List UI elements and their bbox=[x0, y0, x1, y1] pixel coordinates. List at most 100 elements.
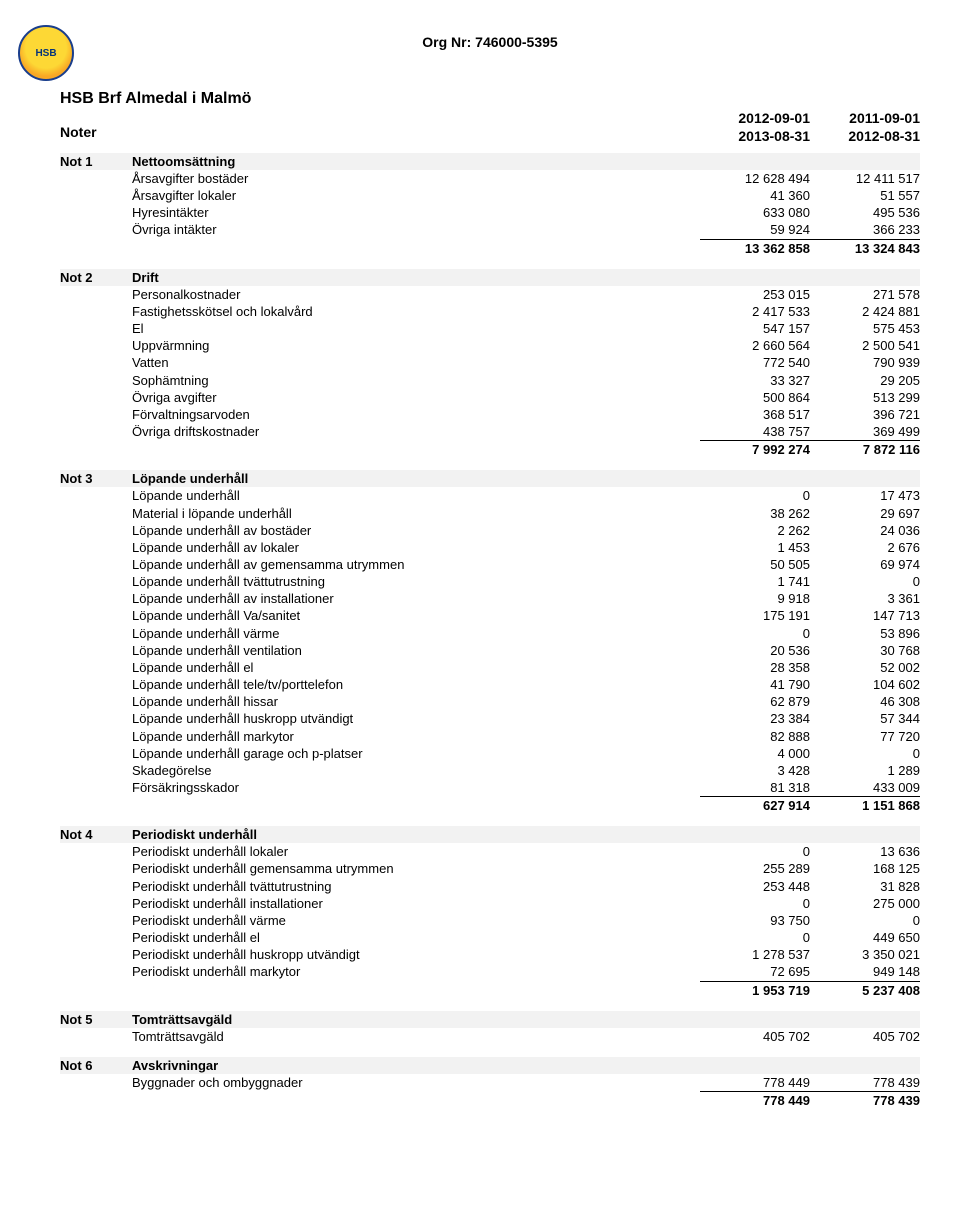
note-id: Not 6 bbox=[60, 1058, 132, 1073]
total-row: 778 449778 439 bbox=[60, 1091, 920, 1109]
row-value-2: 433 009 bbox=[810, 779, 920, 796]
note-title: Nettoomsättning bbox=[132, 154, 920, 169]
row-value-1: 9 918 bbox=[700, 590, 810, 607]
period-1: 2012-09-01 2013-08-31 bbox=[700, 110, 810, 145]
row-value-2: 495 536 bbox=[810, 204, 920, 221]
note-header: Not 4Periodiskt underhåll bbox=[60, 826, 920, 843]
row-value-2: 396 721 bbox=[810, 406, 920, 423]
row-value-2: 0 bbox=[810, 745, 920, 762]
row-value-2: 12 411 517 bbox=[810, 170, 920, 187]
note-section: Not 2DriftPersonalkostnader253 015271 57… bbox=[60, 269, 920, 459]
note-title: Tomträttsavgäld bbox=[132, 1012, 920, 1027]
table-row: Löpande underhåll huskropp utvändigt23 3… bbox=[60, 710, 920, 727]
note-section: Not 6AvskrivningarByggnader och ombyggna… bbox=[60, 1057, 920, 1109]
row-value-1: 38 262 bbox=[700, 505, 810, 522]
row-value-2: 147 713 bbox=[810, 607, 920, 624]
note-id: Not 3 bbox=[60, 471, 132, 486]
row-label: Periodiskt underhåll installationer bbox=[132, 895, 700, 912]
total-row: 627 9141 151 868 bbox=[60, 796, 920, 814]
table-row: Löpande underhåll garage och p-platser4 … bbox=[60, 745, 920, 762]
row-value-1: 2 262 bbox=[700, 522, 810, 539]
row-value-1: 0 bbox=[700, 843, 810, 860]
row-value-1: 438 757 bbox=[700, 423, 810, 440]
row-label: Löpande underhåll el bbox=[132, 659, 700, 676]
row-label: Övriga driftskostnader bbox=[132, 423, 700, 440]
row-label: Årsavgifter lokaler bbox=[132, 187, 700, 204]
row-value-2: 17 473 bbox=[810, 487, 920, 504]
row-value-1: 0 bbox=[700, 929, 810, 946]
row-value-2: 29 205 bbox=[810, 372, 920, 389]
table-row: Löpande underhåll hissar62 87946 308 bbox=[60, 693, 920, 710]
row-value-2: 0 bbox=[810, 573, 920, 590]
row-label: Sophämtning bbox=[132, 372, 700, 389]
table-row: Hyresintäkter633 080495 536 bbox=[60, 204, 920, 221]
row-value-1: 2 417 533 bbox=[700, 303, 810, 320]
row-label: Periodiskt underhåll tvättutrustning bbox=[132, 878, 700, 895]
row-label: Löpande underhåll hissar bbox=[132, 693, 700, 710]
row-label: Löpande underhåll huskropp utvändigt bbox=[132, 710, 700, 727]
table-row: Periodiskt underhåll markytor72 695949 1… bbox=[60, 963, 920, 980]
org-number: Org Nr: 746000-5395 bbox=[60, 34, 920, 50]
row-value-1: 81 318 bbox=[700, 779, 810, 796]
row-label: Periodiskt underhåll el bbox=[132, 929, 700, 946]
table-row: Periodiskt underhåll installationer0275 … bbox=[60, 895, 920, 912]
note-section: Not 5TomträttsavgäldTomträttsavgäld405 7… bbox=[60, 1011, 920, 1045]
period-2: 2011-09-01 2012-08-31 bbox=[810, 110, 920, 145]
row-value-2: 168 125 bbox=[810, 860, 920, 877]
row-value-2: 575 453 bbox=[810, 320, 920, 337]
row-label: Löpande underhåll bbox=[132, 487, 700, 504]
row-value-1: 59 924 bbox=[700, 221, 810, 238]
row-value-1: 20 536 bbox=[700, 642, 810, 659]
total-value-2: 778 439 bbox=[810, 1091, 920, 1109]
row-label: Periodiskt underhåll gemensamma utrymmen bbox=[132, 860, 700, 877]
row-label: Vatten bbox=[132, 354, 700, 371]
row-label: Övriga intäkter bbox=[132, 221, 700, 238]
row-value-1: 0 bbox=[700, 487, 810, 504]
table-row: Löpande underhåll värme053 896 bbox=[60, 625, 920, 642]
table-row: Periodiskt underhåll lokaler013 636 bbox=[60, 843, 920, 860]
table-row: Löpande underhåll tele/tv/porttelefon41 … bbox=[60, 676, 920, 693]
row-value-2: 104 602 bbox=[810, 676, 920, 693]
total-value-1: 1 953 719 bbox=[700, 981, 810, 999]
table-row: Förvaltningsarvoden368 517396 721 bbox=[60, 406, 920, 423]
row-value-1: 0 bbox=[700, 625, 810, 642]
row-value-2: 778 439 bbox=[810, 1074, 920, 1091]
table-row: Skadegörelse3 4281 289 bbox=[60, 762, 920, 779]
note-id: Not 5 bbox=[60, 1012, 132, 1027]
row-value-1: 255 289 bbox=[700, 860, 810, 877]
row-value-1: 772 540 bbox=[700, 354, 810, 371]
row-value-2: 46 308 bbox=[810, 693, 920, 710]
row-value-1: 41 360 bbox=[700, 187, 810, 204]
row-value-2: 30 768 bbox=[810, 642, 920, 659]
table-row: Material i löpande underhåll38 26229 697 bbox=[60, 505, 920, 522]
row-value-1: 62 879 bbox=[700, 693, 810, 710]
row-value-1: 778 449 bbox=[700, 1074, 810, 1091]
row-label: Löpande underhåll av gemensamma utrymmen bbox=[132, 556, 700, 573]
row-label: Material i löpande underhåll bbox=[132, 505, 700, 522]
row-value-2: 51 557 bbox=[810, 187, 920, 204]
row-value-2: 69 974 bbox=[810, 556, 920, 573]
total-value-1: 627 914 bbox=[700, 796, 810, 814]
row-value-1: 1 453 bbox=[700, 539, 810, 556]
row-value-2: 52 002 bbox=[810, 659, 920, 676]
row-label: Löpande underhåll tvättutrustning bbox=[132, 573, 700, 590]
row-value-1: 23 384 bbox=[700, 710, 810, 727]
row-value-2: 2 676 bbox=[810, 539, 920, 556]
row-value-2: 275 000 bbox=[810, 895, 920, 912]
note-section: Not 1NettoomsättningÅrsavgifter bostäder… bbox=[60, 153, 920, 257]
row-label: Periodiskt underhåll lokaler bbox=[132, 843, 700, 860]
note-title: Löpande underhåll bbox=[132, 471, 920, 486]
total-value-2: 7 872 116 bbox=[810, 440, 920, 458]
row-value-1: 405 702 bbox=[700, 1028, 810, 1045]
table-row: Personalkostnader253 015271 578 bbox=[60, 286, 920, 303]
row-label: Fastighetsskötsel och lokalvård bbox=[132, 303, 700, 320]
row-value-1: 175 191 bbox=[700, 607, 810, 624]
row-value-1: 633 080 bbox=[700, 204, 810, 221]
table-row: Sophämtning33 32729 205 bbox=[60, 372, 920, 389]
row-value-1: 50 505 bbox=[700, 556, 810, 573]
row-label: Periodiskt underhåll värme bbox=[132, 912, 700, 929]
row-value-1: 253 448 bbox=[700, 878, 810, 895]
row-value-1: 253 015 bbox=[700, 286, 810, 303]
row-value-2: 790 939 bbox=[810, 354, 920, 371]
table-row: Löpande underhåll el28 35852 002 bbox=[60, 659, 920, 676]
